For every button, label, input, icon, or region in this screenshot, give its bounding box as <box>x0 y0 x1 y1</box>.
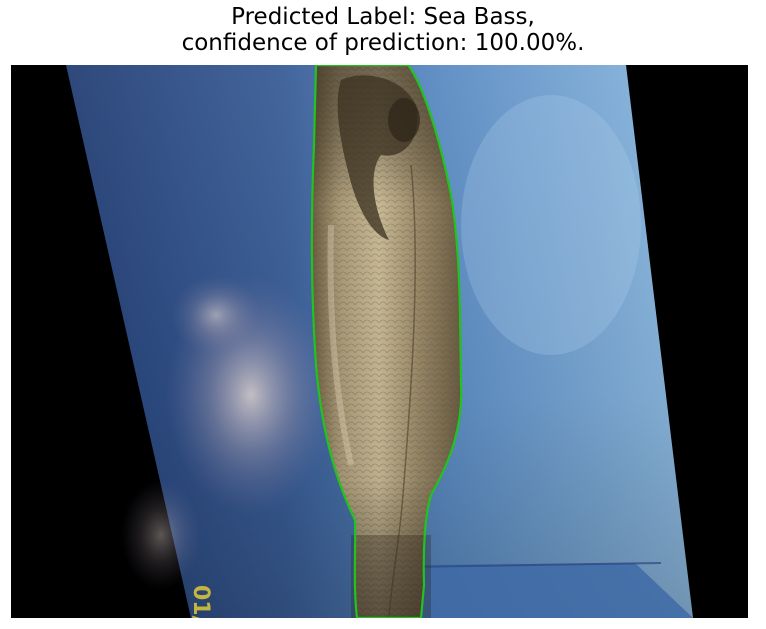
svg-text:01/01: 01/01 <box>188 585 213 618</box>
image-panel: 01/01 <box>11 65 748 618</box>
title-line-label: Predicted Label: Sea Bass, <box>231 4 535 30</box>
title-line-confidence: confidence of prediction: 100.00%. <box>181 30 585 56</box>
date-stamp: 01/01 <box>188 585 213 618</box>
segmentation-outline <box>310 65 463 618</box>
prediction-title: Predicted Label: Sea Bass, confidence of… <box>0 4 766 56</box>
fish-photo: 01/01 <box>66 65 693 618</box>
